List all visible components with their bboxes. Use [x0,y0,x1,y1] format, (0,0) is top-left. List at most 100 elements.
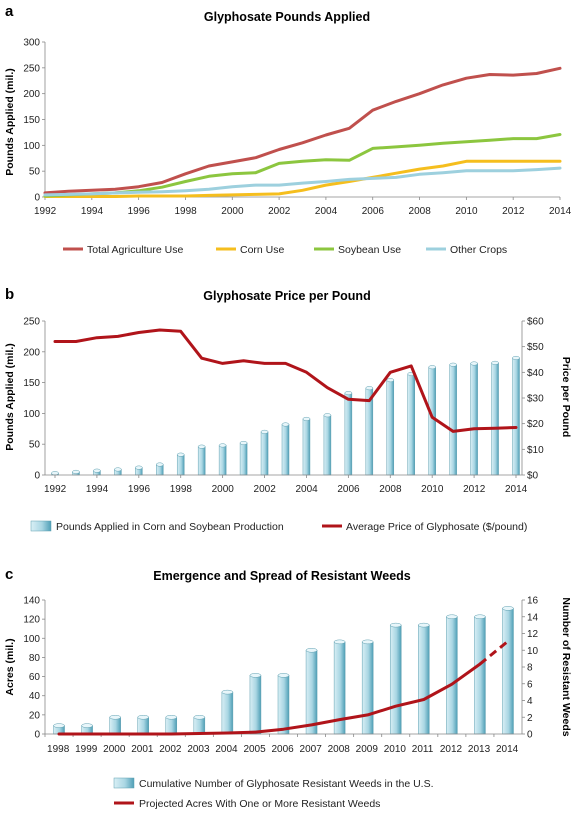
x-tick-label: 2005 [243,744,266,755]
bar-body [474,616,486,735]
legend-label: Corn Use [240,244,285,256]
bar [53,723,65,735]
bar [260,429,269,476]
bar [418,622,430,735]
bar-body [218,445,227,476]
x-tick-label: 2007 [300,744,323,755]
bar [281,422,290,476]
bar-top [491,360,499,365]
legend-label: Total Agriculture Use [87,244,183,256]
y-tick-label: 300 [23,38,40,49]
bar [109,715,121,735]
y2-tick-label: 6 [527,679,533,690]
bar-top [418,622,430,628]
legend-label: Projected Acres With One or More Resista… [139,798,380,810]
series-line [43,166,562,197]
x-tick-label: 2013 [468,744,491,755]
x-tick-label: 1996 [128,484,151,495]
legend-swatch-bar [30,520,52,532]
x-tick-label: 2002 [268,206,291,217]
legend: Cumulative Number of Glyphosate Resistan… [113,777,434,810]
bar-top [81,723,93,728]
bar-top [221,689,234,695]
bar-body [165,717,178,735]
bar [277,673,290,735]
bar-top [51,471,59,476]
x-tick-label: 1992 [44,484,67,495]
bar-top [502,606,514,611]
bar-body [197,446,206,476]
y2-tick-label: 4 [527,696,533,707]
bar-top [361,639,374,645]
bar [302,416,311,476]
bar [137,715,149,735]
x-tick-label: 2014 [496,744,519,755]
legend-swatch-bar-body [113,777,135,789]
x-tick-label: 1996 [128,206,151,217]
y-tick-label: 0 [34,193,40,204]
x-tick-label: 2000 [212,484,235,495]
bar-top [446,614,458,619]
bar [512,355,520,476]
bar-top [137,715,149,720]
x-tick-label: 2004 [315,206,338,217]
x-tick-label: 2008 [328,744,351,755]
y-tick-label: 50 [29,440,41,451]
legend-label: Soybean Use [338,244,401,256]
bar [135,465,143,476]
y-tick-label: 60 [29,672,41,683]
x-tick-label: 1998 [170,484,193,495]
bar-body [109,717,121,735]
acres-line-projected [478,640,509,666]
y-tick-label: 0 [34,730,40,741]
x-tick-label: 1998 [174,206,197,217]
y-tick-label: 200 [23,89,40,100]
x-tick-label: 2006 [337,484,360,495]
bar-top [193,715,206,720]
x-tick-label: 1998 [47,744,70,755]
x-tick-label: 2000 [221,206,244,217]
legend: Total Agriculture Use Corn Use Soybean Use… [63,244,507,256]
y-axis-title: Pounds Applied (mil.) [4,343,16,451]
bar [449,362,457,476]
x-tick-label: 2008 [379,484,402,495]
y-axis-title: Pounds Applied (mil.) [4,68,16,176]
x-tick-label: 2012 [440,744,463,755]
x-tick-label: 2012 [463,484,486,495]
bar-top [165,715,178,720]
acres-line [57,662,482,736]
y2-tick-label: $10 [527,445,544,456]
y-tick-label: 150 [23,115,40,126]
bar [491,360,499,476]
x-tick-label: 2003 [187,744,210,755]
bar-body [176,454,185,476]
bar-body [361,641,374,735]
y-tick-label: 140 [23,596,40,607]
y2-tick-label: $60 [527,317,544,328]
x-tick-label: 2014 [505,484,528,495]
x-tick-label: 1994 [86,484,109,495]
bar [218,443,227,476]
bar-top [302,416,311,421]
x-tick-label: 2004 [295,484,318,495]
bar-top [114,467,122,472]
x-tick-label: 2008 [409,206,432,217]
legend-swatch-bar [113,777,135,789]
chart-title: Glyphosate Price per Pound [203,289,370,303]
bar-top [197,444,206,449]
bar-top [305,648,318,653]
bar-top [72,469,80,474]
bar [197,444,206,476]
y-tick-label: 200 [23,347,40,358]
y2-tick-label: $50 [527,342,544,353]
y-tick-label: 250 [23,63,40,74]
y-tick-label: 20 [29,710,41,721]
x-tick-label: 2010 [384,744,407,755]
x-tick-label: 2006 [272,744,295,755]
chart-panel-c: c Emergence and Spread of Resistant Weeds… [4,566,572,810]
y-tick-label: 250 [23,317,40,328]
bar-body [302,418,311,476]
y-tick-label: 150 [23,378,40,389]
y2-tick-label: $40 [527,368,544,379]
y2-tick-label: 14 [527,612,539,623]
